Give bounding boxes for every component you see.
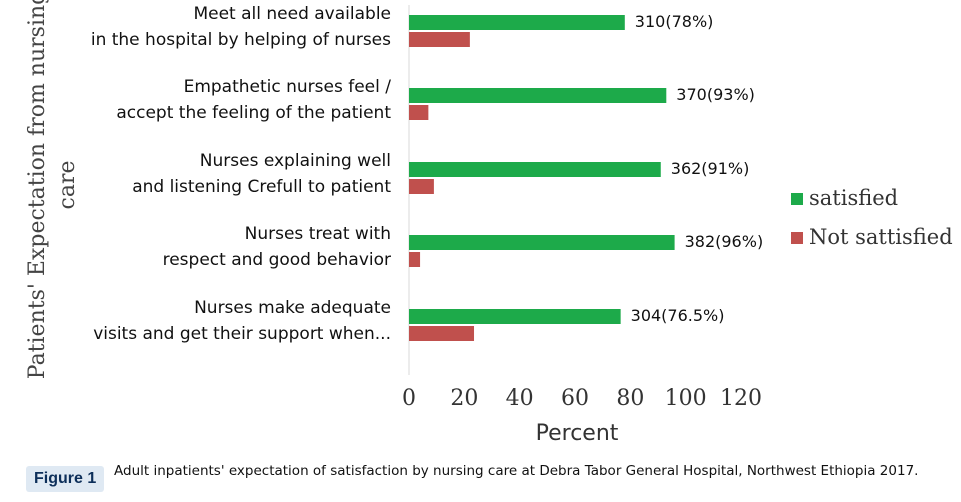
x-tick-label: 60 (561, 386, 589, 411)
category-label-line: Empathetic nurses feel / (184, 77, 392, 97)
category-label: Nurses explaining well and listening Cref… (132, 151, 391, 197)
legend-swatch (791, 232, 803, 244)
figure-caption: Figure 1 Adult inpatients' expectation o… (26, 462, 956, 502)
x-tick-label: 40 (506, 386, 534, 411)
bar-not-satisfied (409, 32, 470, 47)
category-label: Nurses treat with respect and good behavi… (163, 224, 391, 270)
data-label: 362(91%) (671, 159, 750, 178)
category-label: Nurses make adequate visits and get their… (93, 298, 391, 344)
y-axis-label-line: Patients' Expectation from nursing (25, 0, 50, 379)
x-tick-label: 120 (720, 386, 762, 411)
data-label: 382(96%) (685, 232, 764, 251)
category-label: Meet all need available in the hospital b… (91, 4, 391, 50)
data-label: 310(78%) (635, 12, 714, 31)
data-label: 304(76.5%) (631, 306, 725, 325)
category-label: Empathetic nurses feel / accept the feeli… (116, 77, 391, 123)
bar-not-satisfied (409, 326, 475, 341)
category-label-line: visits and get their support when... (93, 324, 391, 344)
category-label-line: Nurses make adequate (194, 298, 391, 318)
bar-chart: Patients' Expectation from nursing care P… (25, 0, 953, 446)
category-label-line: Nurses explaining well (200, 151, 391, 171)
category-label-line: accept the feeling of the patient (116, 103, 391, 123)
x-tick-label: 20 (450, 386, 478, 411)
category-label-line: in the hospital by helping of nurses (91, 30, 391, 50)
x-tick-label: 100 (665, 386, 707, 411)
legend-label: Not sattisfied (809, 225, 953, 249)
category-label-line: respect and good behavior (163, 250, 391, 270)
y-axis-label-line: care (55, 161, 80, 210)
x-tick-label: 80 (616, 386, 644, 411)
y-axis-label: Patients' Expectation from nursing care (25, 0, 80, 379)
data-label: 370(93%) (676, 85, 755, 104)
bar-satisfied (409, 309, 621, 324)
legend-swatch (791, 193, 803, 205)
bar-satisfied (409, 88, 667, 103)
category-label-line: and listening Crefull to patient (132, 177, 391, 197)
bar-not-satisfied (409, 252, 421, 267)
category-label-line: Nurses treat with (245, 224, 391, 244)
bar-not-satisfied (409, 105, 429, 120)
bar-satisfied (409, 15, 625, 30)
caption-text: Adult inpatients' expectation of satisfa… (114, 463, 919, 479)
bar-satisfied (409, 235, 675, 250)
figure-badge: Figure 1 (26, 466, 105, 492)
x-tick-label: 0 (402, 386, 416, 411)
category-label-line: Meet all need available (193, 4, 391, 24)
bar-not-satisfied (409, 179, 434, 194)
bar-satisfied (409, 162, 661, 177)
legend-label: satisfied (809, 186, 898, 210)
x-axis-label: Percent (536, 421, 619, 446)
